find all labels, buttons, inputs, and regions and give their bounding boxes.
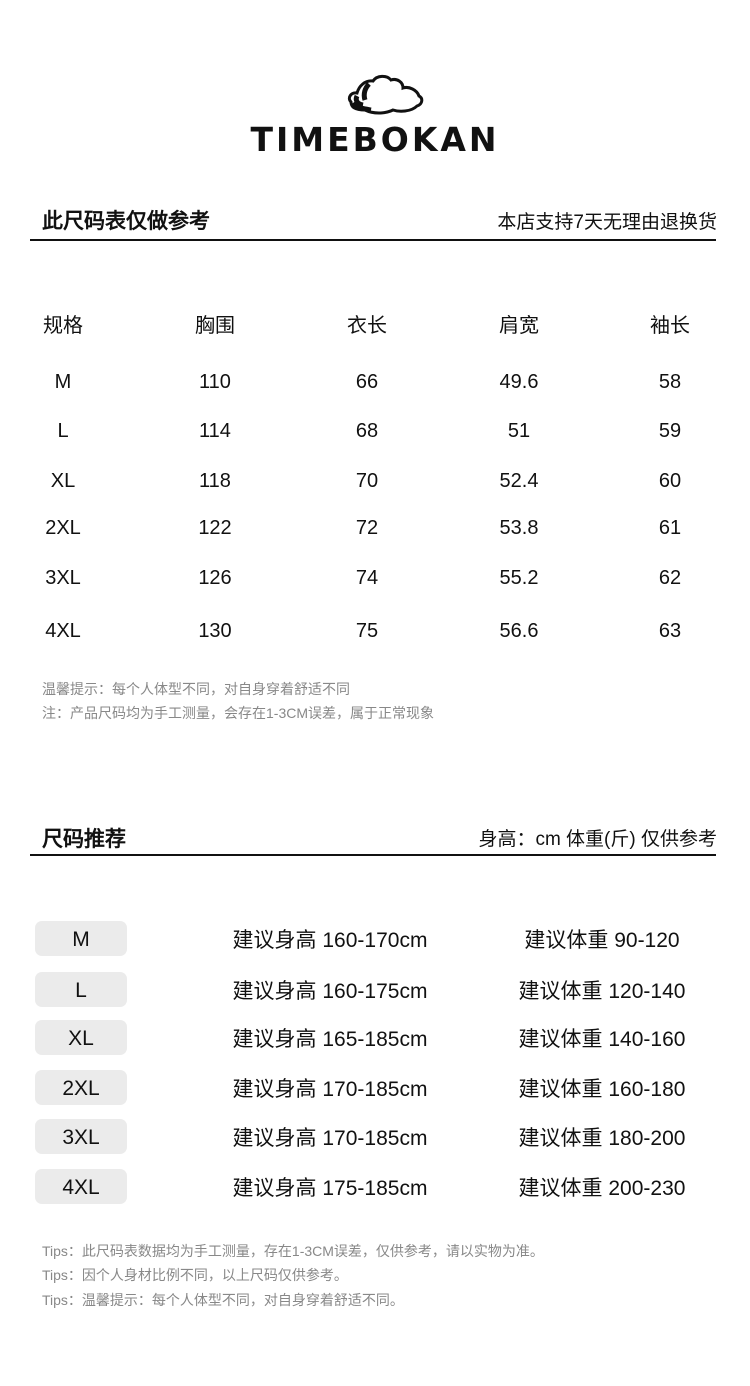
recommend-title: 尺码推荐 (42, 828, 126, 851)
height-recommendation: 建议身高 160-170cm (232, 929, 428, 952)
divider (30, 239, 716, 241)
table-cell: M (54, 371, 72, 393)
table-cell: 70 (355, 470, 379, 492)
size-badge: 3XL (35, 1119, 127, 1154)
cloud-logo-icon (347, 74, 424, 115)
height-recommendation: 建议身高 170-185cm (232, 1127, 428, 1150)
weight-recommendation: 建议体重 180-200 (518, 1127, 686, 1150)
brand-name: TIMEBOKAN (250, 120, 500, 159)
table-cell: 74 (355, 567, 379, 589)
return-policy: 本店支持7天无理由退换货 (497, 212, 717, 233)
table-cell: 114 (199, 420, 231, 442)
tip: Tips：温馨提示：每个人体型不同，对自身穿着舒适不同。 (42, 1292, 404, 1308)
table-cell: 75 (355, 620, 379, 642)
column-header: 衣长 (347, 315, 387, 337)
weight-recommendation: 建议体重 140-160 (518, 1028, 686, 1051)
table-cell: 68 (355, 420, 379, 442)
note: 注：产品尺码均为手工测量，会存在1-3CM误差，属于正常现象 (42, 705, 435, 721)
height-recommendation: 建议身高 175-185cm (232, 1177, 428, 1200)
height-recommendation: 建议身高 170-185cm (232, 1078, 428, 1101)
height-recommendation: 建议身高 160-175cm (232, 980, 428, 1003)
table-cell: 72 (355, 517, 379, 539)
table-cell: 61 (658, 517, 682, 539)
table-cell: 49.6 (499, 371, 539, 393)
table-cell: 118 (199, 470, 231, 492)
table-cell: 58 (658, 371, 682, 393)
table-cell: 62 (658, 567, 682, 589)
table-cell: 126 (198, 567, 232, 589)
unit-note: 身高：cm 体重(斤) 仅供参考 (478, 829, 717, 850)
table-cell: 3XL (45, 567, 81, 589)
weight-recommendation: 建议体重 200-230 (518, 1177, 686, 1200)
height-recommendation: 建议身高 165-185cm (232, 1028, 428, 1051)
table-cell: 56.6 (499, 620, 539, 642)
column-header: 规格 (43, 315, 83, 337)
table-cell: 55.2 (499, 567, 539, 589)
size-badge: M (35, 921, 127, 956)
table-cell: 51 (507, 420, 531, 442)
weight-recommendation: 建议体重 160-180 (518, 1078, 686, 1101)
note: 温馨提示：每个人体型不同，对自身穿着舒适不同 (42, 681, 350, 697)
column-header: 肩宽 (499, 315, 539, 337)
table-cell: 59 (658, 420, 682, 442)
tip: Tips：此尺码表数据均为手工测量，存在1-3CM误差，仅供参考，请以实物为准。 (42, 1243, 544, 1259)
size-badge: L (35, 972, 127, 1007)
tip: Tips：因个人身材比例不同，以上尺码仅供参考。 (42, 1267, 348, 1283)
divider (30, 854, 716, 856)
table-cell: 52.4 (499, 470, 539, 492)
size-chart-title: 此尺码表仅做参考 (42, 210, 210, 233)
table-cell: 130 (198, 620, 232, 642)
weight-recommendation: 建议体重 90-120 (524, 929, 680, 952)
table-cell: 63 (658, 620, 682, 642)
table-cell: 60 (658, 470, 682, 492)
table-cell: 110 (199, 371, 231, 393)
weight-recommendation: 建议体重 120-140 (518, 980, 686, 1003)
table-cell: 122 (198, 517, 232, 539)
table-cell: 4XL (45, 620, 81, 642)
column-header: 袖长 (650, 315, 690, 337)
column-header: 胸围 (195, 315, 235, 337)
size-badge: 4XL (35, 1169, 127, 1204)
table-cell: 53.8 (499, 517, 539, 539)
table-cell: XL (50, 470, 76, 492)
size-badge: 2XL (35, 1070, 127, 1105)
table-cell: 2XL (45, 517, 81, 539)
size-badge: XL (35, 1020, 127, 1055)
table-cell: L (57, 420, 69, 442)
table-cell: 66 (355, 371, 379, 393)
